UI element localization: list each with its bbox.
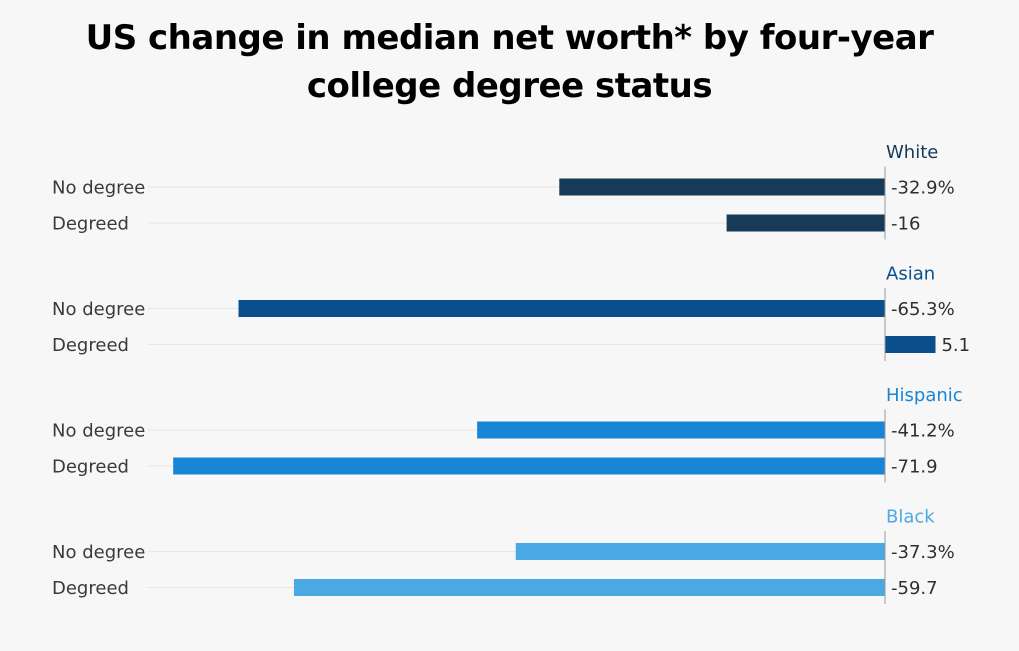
group-label-asian: Asian: [886, 264, 935, 285]
group-label-hispanic: Hispanic: [886, 385, 963, 406]
chart-title-line-2: college degree status: [306, 66, 713, 106]
bar-black-degreed: [293, 579, 886, 596]
value-label: -16: [891, 214, 920, 235]
category-label: No degree: [52, 299, 145, 320]
chart-title-line-1: US change in median net worth* by four-y…: [85, 18, 934, 58]
category-label: Degreed: [52, 214, 129, 235]
value-label: 5.1: [941, 335, 970, 356]
value-label: -37.3%: [891, 542, 955, 563]
group-label-white: White: [886, 142, 938, 163]
bar-hispanic-no-degree: [477, 421, 885, 439]
category-label: Degreed: [52, 457, 129, 478]
category-label: Degreed: [52, 578, 129, 599]
value-label: -41.2%: [891, 421, 955, 442]
bar-black-no-degree: [515, 543, 885, 560]
category-label: No degree: [52, 178, 145, 199]
category-label: No degree: [52, 542, 145, 563]
group-label-black: Black: [886, 507, 935, 528]
category-label: No degree: [52, 421, 145, 442]
value-label: -71.9: [891, 457, 938, 478]
bar-asian-no-degree: [238, 300, 885, 317]
chart-title: US change in median net worth* by four-y…: [0, 14, 1019, 110]
bar-white-no-degree: [559, 178, 885, 196]
bar-hispanic-degreed: [173, 457, 885, 475]
bar-white-degreed: [726, 214, 885, 232]
value-label: -32.9%: [891, 178, 955, 199]
value-label: -59.7: [891, 578, 938, 599]
bar-asian-degreed: [885, 336, 936, 353]
category-label: Degreed: [52, 335, 129, 356]
value-label: -65.3%: [891, 299, 955, 320]
